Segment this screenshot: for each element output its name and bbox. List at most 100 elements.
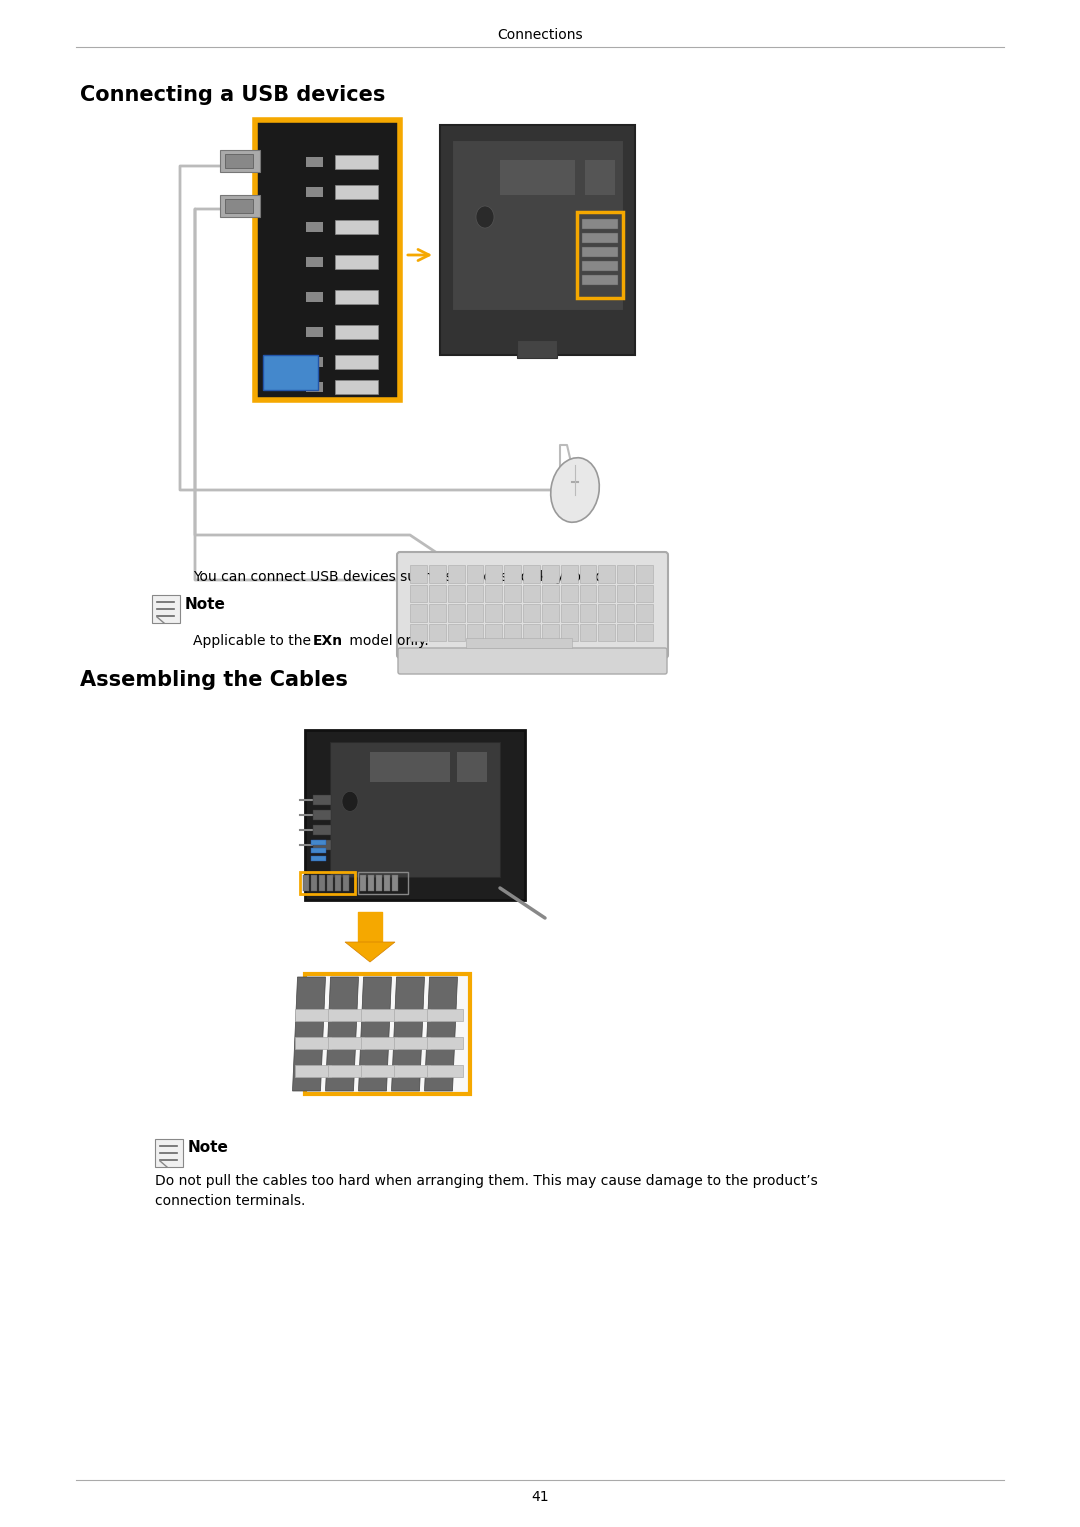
Bar — [264, 354, 318, 389]
Bar — [361, 1009, 396, 1022]
Bar — [305, 974, 470, 1093]
Bar — [467, 585, 484, 602]
Bar — [467, 638, 572, 647]
Bar — [410, 585, 427, 602]
Bar — [311, 875, 318, 890]
Bar — [429, 565, 446, 582]
Bar — [467, 623, 484, 641]
Bar — [393, 1009, 430, 1022]
Bar — [313, 809, 330, 820]
Bar — [311, 847, 326, 854]
Bar — [582, 275, 618, 286]
Bar — [319, 875, 325, 890]
Polygon shape — [391, 977, 424, 1090]
Bar — [255, 121, 400, 400]
Ellipse shape — [551, 458, 599, 522]
Text: EXn: EXn — [313, 634, 343, 647]
Bar — [636, 565, 653, 582]
Bar — [440, 125, 635, 354]
Bar — [376, 875, 382, 890]
Bar — [392, 875, 399, 890]
Bar — [295, 1064, 330, 1077]
Bar — [311, 857, 326, 861]
Bar — [410, 623, 427, 641]
Bar — [582, 261, 618, 270]
Polygon shape — [359, 977, 391, 1090]
Bar — [327, 1009, 364, 1022]
Polygon shape — [325, 977, 359, 1090]
Bar — [618, 585, 634, 602]
Text: 41: 41 — [531, 1490, 549, 1504]
Bar — [368, 875, 374, 890]
Text: Note: Note — [185, 597, 226, 612]
Bar — [448, 585, 464, 602]
Bar — [357, 872, 408, 893]
Bar — [335, 354, 378, 370]
Text: Note: Note — [188, 1141, 229, 1154]
Text: Connecting a USB devices: Connecting a USB devices — [80, 86, 386, 105]
Bar — [313, 840, 330, 851]
FancyBboxPatch shape — [399, 647, 667, 673]
Bar — [306, 327, 323, 337]
Bar — [343, 875, 349, 890]
Bar — [295, 1037, 330, 1049]
Bar — [300, 872, 355, 893]
Bar — [561, 565, 578, 582]
Bar — [580, 565, 596, 582]
Bar — [618, 623, 634, 641]
Bar — [335, 290, 378, 304]
Bar — [636, 605, 653, 621]
Bar — [485, 585, 502, 602]
Bar — [582, 247, 618, 257]
Bar — [429, 605, 446, 621]
Bar — [618, 605, 634, 621]
Bar — [598, 605, 616, 621]
Bar — [306, 186, 323, 197]
Bar — [585, 160, 615, 195]
Bar — [311, 840, 326, 844]
Bar — [523, 565, 540, 582]
Bar — [384, 875, 390, 890]
Bar — [335, 255, 378, 269]
Text: connection terminals.: connection terminals. — [156, 1194, 306, 1208]
Bar — [453, 140, 623, 310]
Bar — [330, 742, 500, 876]
Bar — [542, 623, 558, 641]
Ellipse shape — [342, 791, 357, 811]
Bar — [504, 585, 521, 602]
Bar — [517, 341, 557, 357]
Bar — [467, 565, 484, 582]
Bar — [225, 199, 253, 212]
Bar — [457, 751, 487, 782]
Bar — [577, 212, 623, 298]
Bar — [561, 605, 578, 621]
Bar — [410, 565, 427, 582]
Bar — [485, 565, 502, 582]
Bar — [448, 565, 464, 582]
Bar — [327, 1064, 364, 1077]
Text: Applicable to the: Applicable to the — [193, 634, 315, 647]
Bar — [152, 596, 180, 623]
Bar — [427, 1009, 462, 1022]
Bar — [448, 623, 464, 641]
Bar — [220, 195, 260, 217]
Bar — [306, 292, 323, 302]
Bar — [313, 825, 330, 835]
Bar — [523, 623, 540, 641]
FancyArrowPatch shape — [408, 249, 429, 261]
FancyBboxPatch shape — [397, 551, 669, 658]
Bar — [542, 585, 558, 602]
Bar — [335, 875, 341, 890]
Bar — [427, 1064, 462, 1077]
Bar — [561, 623, 578, 641]
Bar — [500, 160, 575, 195]
Bar — [306, 382, 323, 392]
Bar — [335, 380, 378, 394]
Bar — [295, 1009, 330, 1022]
Bar — [370, 751, 450, 782]
Bar — [467, 605, 484, 621]
Bar — [523, 605, 540, 621]
Bar — [335, 220, 378, 234]
Bar — [598, 623, 616, 641]
Bar — [335, 325, 378, 339]
